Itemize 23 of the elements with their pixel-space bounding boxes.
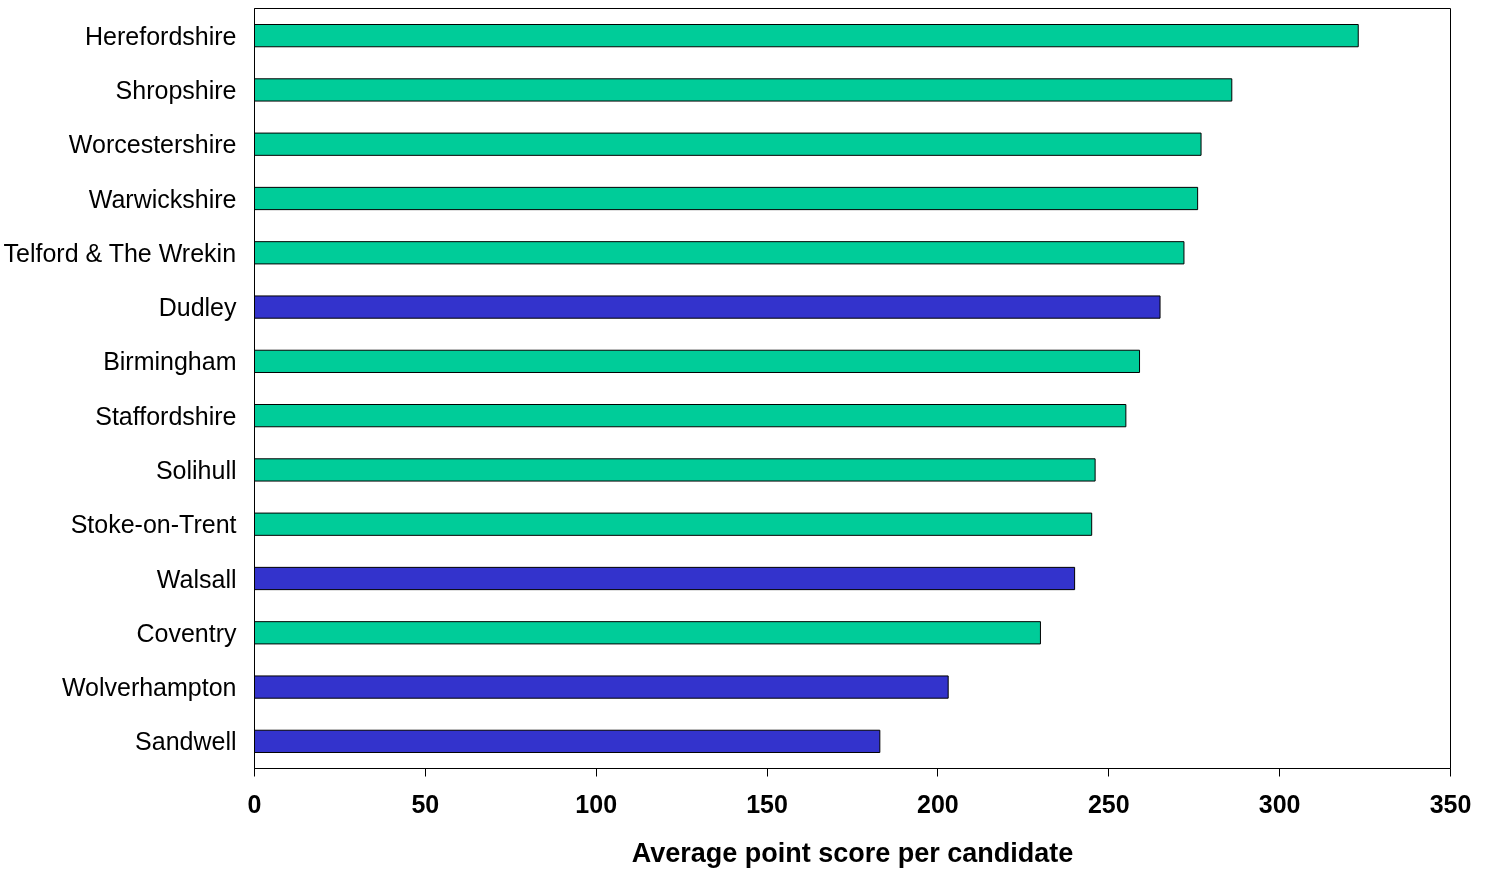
y-tick-label: Herefordshire — [85, 21, 237, 50]
y-tick-label: Shropshire — [115, 75, 237, 104]
y-tick-label: Walsall — [156, 564, 237, 593]
x-tick-label: 50 — [411, 789, 440, 818]
y-tick-label: Warwickshire — [88, 184, 237, 213]
y-tick-label: Coventry — [136, 618, 237, 647]
x-tick-label: 250 — [1087, 789, 1130, 818]
x-tick-label: 0 — [247, 789, 262, 818]
y-tick-label: Stoke-on-Trent — [70, 510, 237, 539]
x-tick-label: 200 — [917, 789, 959, 818]
x-tick-label: 100 — [575, 789, 618, 818]
x-tick-label: 350 — [1429, 789, 1472, 818]
y-tick-label: Wolverhampton — [61, 673, 237, 702]
y-tick-label: Solihull — [155, 455, 237, 484]
x-tick-label: 150 — [746, 789, 788, 818]
y-tick-label: Telford & The Wrekin — [3, 238, 237, 267]
x-tick-label: 300 — [1258, 789, 1301, 818]
y-tick-label: Staffordshire — [95, 401, 237, 430]
y-tick-label: Worcestershire — [68, 130, 237, 159]
y-tick-label: Dudley — [158, 293, 237, 322]
y-tick-label: Birmingham — [103, 347, 237, 376]
y-tick-label: Sandwell — [135, 727, 237, 756]
x-axis-title: Average point score per candidate — [631, 837, 1074, 868]
